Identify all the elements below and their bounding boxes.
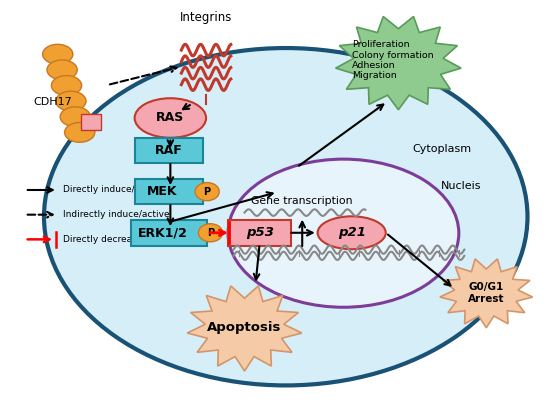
Ellipse shape — [47, 60, 77, 80]
Polygon shape — [336, 17, 461, 110]
Ellipse shape — [228, 159, 459, 307]
Ellipse shape — [56, 91, 86, 111]
Ellipse shape — [52, 75, 82, 95]
Text: Integrins: Integrins — [180, 11, 232, 24]
Text: CDH17: CDH17 — [33, 96, 72, 106]
Ellipse shape — [60, 107, 90, 127]
Text: Indirectly induce/active: Indirectly induce/active — [63, 210, 170, 219]
Text: p53: p53 — [246, 226, 274, 239]
Text: G0/G1
Arrest: G0/G1 Arrest — [468, 282, 504, 304]
Text: p21: p21 — [337, 226, 366, 239]
FancyBboxPatch shape — [81, 114, 100, 130]
Ellipse shape — [317, 216, 386, 249]
Text: Gene transcription: Gene transcription — [251, 196, 353, 206]
Polygon shape — [440, 259, 533, 328]
Circle shape — [195, 183, 219, 201]
Text: Apoptosis: Apoptosis — [208, 322, 282, 334]
Text: P: P — [204, 187, 211, 197]
FancyBboxPatch shape — [135, 179, 203, 204]
Text: RAS: RAS — [157, 111, 184, 125]
Text: RAF: RAF — [155, 144, 183, 157]
FancyBboxPatch shape — [228, 220, 291, 246]
Text: Directly induce/active: Directly induce/active — [63, 186, 163, 194]
Text: MEK: MEK — [147, 185, 178, 198]
Ellipse shape — [135, 98, 206, 138]
Ellipse shape — [64, 123, 95, 142]
FancyBboxPatch shape — [135, 138, 203, 163]
Text: Nucleis: Nucleis — [441, 181, 482, 191]
Text: Cytoplasm: Cytoplasm — [413, 144, 472, 154]
FancyBboxPatch shape — [131, 220, 206, 246]
Text: Proliferation
Colony formation
Adhesion
Migration: Proliferation Colony formation Adhesion … — [352, 40, 433, 80]
Circle shape — [198, 224, 223, 242]
Polygon shape — [187, 286, 302, 371]
Text: ERK1/2: ERK1/2 — [138, 226, 188, 239]
Ellipse shape — [44, 48, 527, 385]
Text: P: P — [207, 228, 214, 238]
Text: Directly decrease/inhibit: Directly decrease/inhibit — [63, 235, 174, 244]
Ellipse shape — [43, 44, 73, 64]
